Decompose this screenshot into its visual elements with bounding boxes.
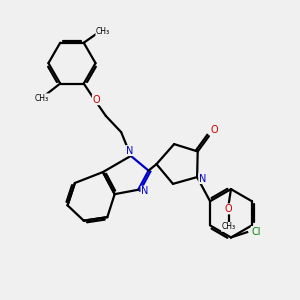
Text: O: O xyxy=(210,125,218,135)
Text: CH₃: CH₃ xyxy=(222,222,236,231)
Text: N: N xyxy=(126,146,133,156)
Text: CH₃: CH₃ xyxy=(35,94,49,103)
Text: Cl: Cl xyxy=(251,226,261,237)
Text: CH₃: CH₃ xyxy=(96,27,110,36)
Text: N: N xyxy=(141,186,148,196)
Text: O: O xyxy=(225,204,232,214)
Text: N: N xyxy=(199,174,206,184)
Text: O: O xyxy=(92,95,100,105)
